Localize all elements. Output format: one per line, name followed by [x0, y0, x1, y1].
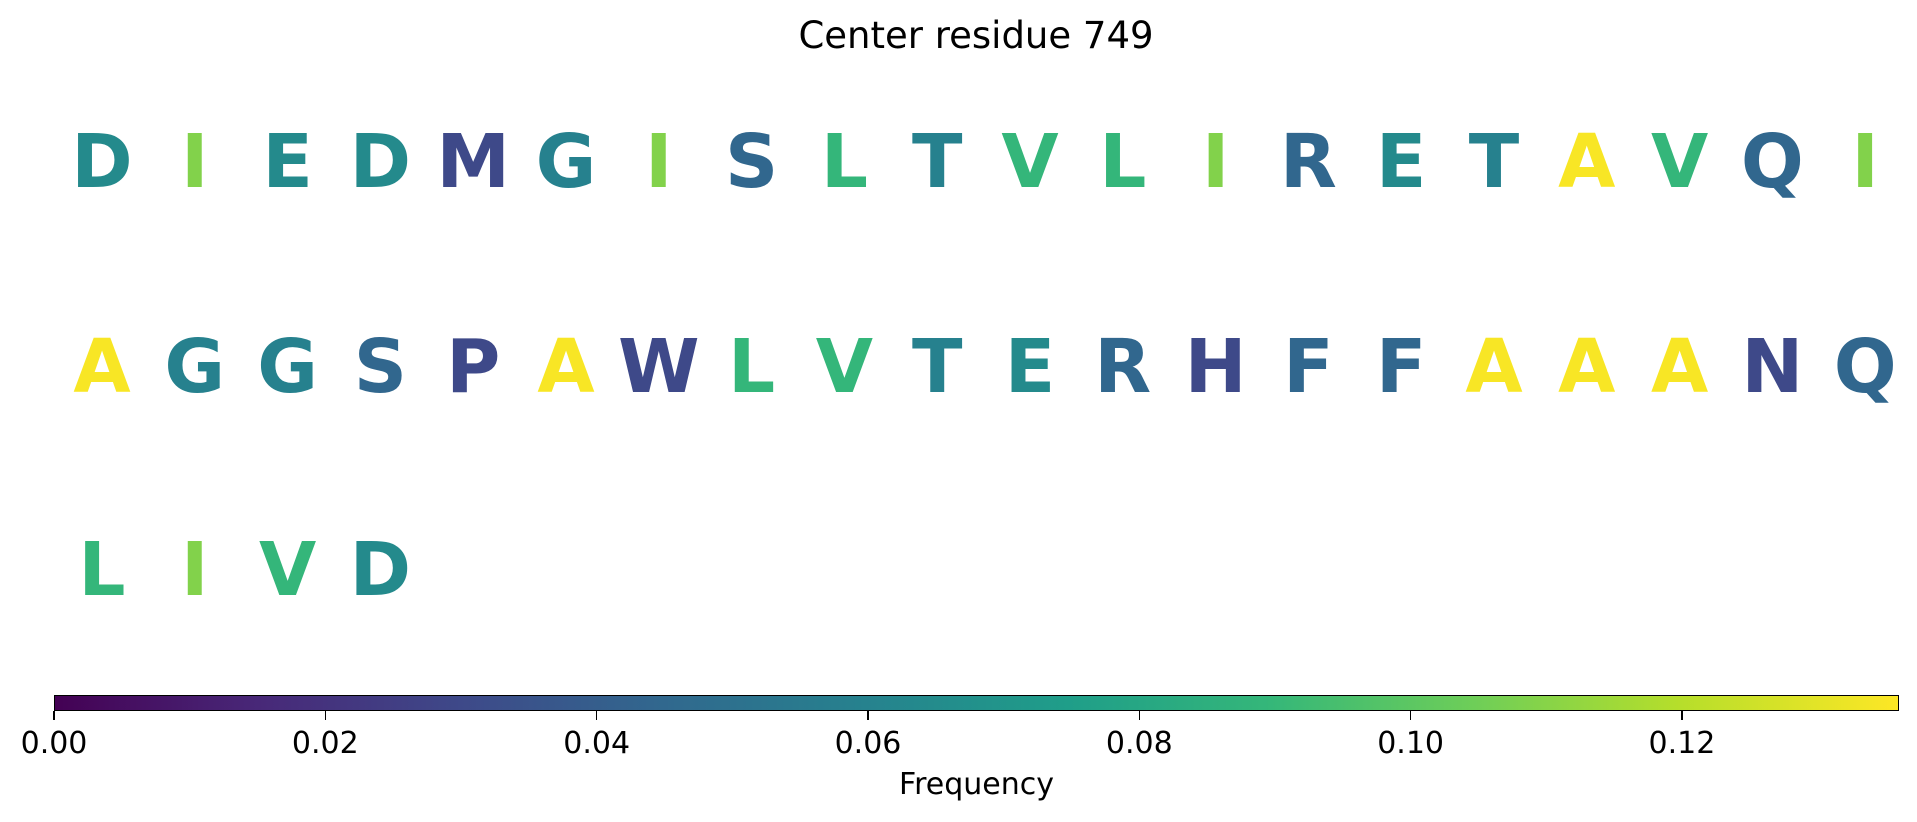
- residue-letter-i: I: [1851, 119, 1879, 205]
- residue-letter-v: V: [815, 324, 874, 410]
- residue-letter-t: T: [911, 119, 963, 205]
- residue-letter-a: A: [537, 324, 595, 410]
- residue-letter-w: W: [617, 324, 700, 410]
- residue-letter-f: F: [1283, 324, 1334, 410]
- colorbar-tick: [324, 711, 327, 720]
- colorbar-tick-label: 0.04: [563, 726, 631, 761]
- residue-letter-a: A: [1558, 324, 1616, 410]
- residue-letter-m: M: [436, 119, 511, 205]
- residue-letter-r: R: [1094, 324, 1152, 410]
- residue-letter-g: G: [535, 119, 597, 205]
- residue-letter-g: G: [257, 324, 318, 410]
- colorbar-tick-label: 0.12: [1648, 726, 1716, 761]
- frequency-colorbar: [54, 695, 1899, 711]
- residue-letter-l: L: [728, 324, 776, 410]
- residue-letter-d: D: [349, 119, 412, 205]
- residue-letter-i: I: [645, 119, 673, 205]
- residue-letter-e: E: [1004, 324, 1056, 410]
- residue-letter-e: E: [1375, 119, 1427, 205]
- colorbar-tick-label: 0.02: [291, 726, 359, 761]
- residue-letter-a: A: [1465, 324, 1523, 410]
- residue-letter-f: F: [1375, 324, 1427, 410]
- chart-title: Center residue 749: [798, 14, 1154, 57]
- residue-letter-a: A: [73, 324, 131, 410]
- residue-letter-q: Q: [1833, 324, 1897, 410]
- residue-letter-v: V: [1001, 119, 1059, 205]
- colorbar-tick: [1409, 711, 1412, 720]
- residue-letter-i: I: [181, 119, 209, 205]
- residue-letter-n: N: [1741, 324, 1804, 410]
- residue-letter-v: V: [258, 527, 317, 613]
- residue-letter-r: R: [1279, 119, 1337, 205]
- colorbar-tick-label: 0.00: [20, 726, 88, 761]
- residue-letter-e: E: [262, 119, 313, 205]
- residue-letter-t: T: [1468, 119, 1520, 205]
- colorbar-tick-label: 0.08: [1105, 726, 1173, 761]
- residue-letter-t: T: [911, 324, 963, 410]
- residue-letter-a: A: [1650, 324, 1709, 410]
- residue-letter-v: V: [1650, 119, 1709, 205]
- residue-letter-d: D: [71, 119, 133, 205]
- residue-letter-a: A: [1558, 119, 1616, 205]
- colorbar-tick-label: 0.10: [1377, 726, 1445, 761]
- residue-letter-h: H: [1184, 324, 1247, 410]
- colorbar-tick-label: 0.06: [834, 726, 902, 761]
- residue-letter-q: Q: [1740, 119, 1804, 205]
- colorbar-tick: [867, 711, 869, 720]
- residue-letter-l: L: [820, 119, 868, 205]
- residue-letter-i: I: [1201, 119, 1230, 205]
- colorbar-tick: [1138, 711, 1141, 720]
- colorbar-tick: [53, 711, 55, 720]
- residue-letter-s: S: [724, 119, 779, 205]
- colorbar-tick: [595, 711, 598, 720]
- residue-letter-i: I: [181, 527, 209, 613]
- residue-letter-l: L: [78, 527, 126, 613]
- colorbar-label: Frequency: [899, 767, 1054, 802]
- residue-letter-p: P: [446, 324, 501, 410]
- residue-letter-d: D: [349, 527, 412, 613]
- residue-letter-s: S: [353, 324, 408, 410]
- residue-letter-g: G: [164, 324, 226, 410]
- residue-letter-l: L: [1099, 119, 1147, 205]
- colorbar-tick: [1681, 711, 1683, 720]
